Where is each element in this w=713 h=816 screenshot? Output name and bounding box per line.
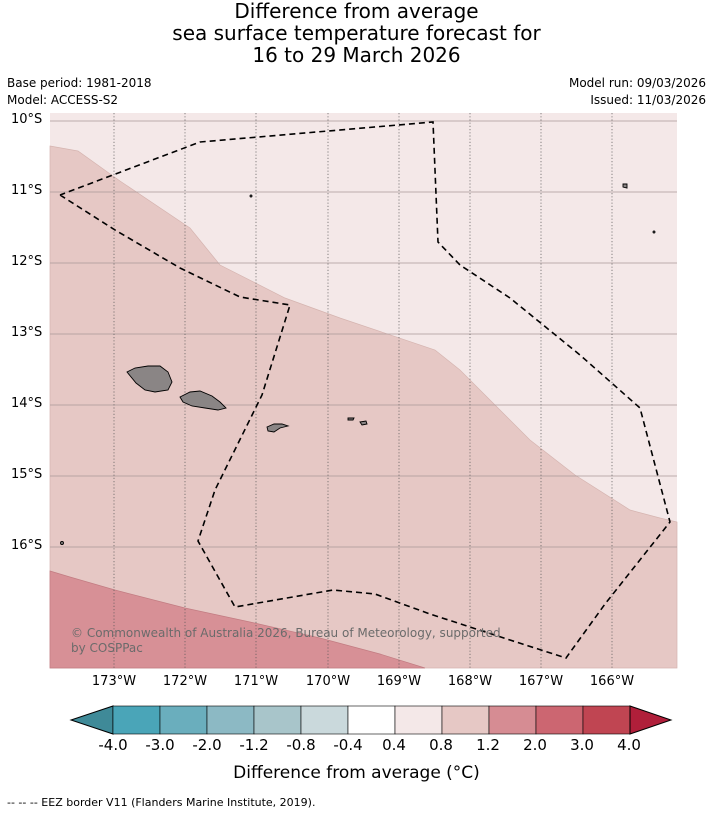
meta-right: Model run: 09/03/2026 Issued: 11/03/2026 <box>569 75 706 109</box>
colorbar-tick-label: -0.8 <box>286 736 316 754</box>
colorbar-tick-label: -2.0 <box>192 736 222 754</box>
eez-border-samoa <box>59 121 671 659</box>
island-swains <box>622 183 628 189</box>
colorbar-extend-high <box>629 705 673 735</box>
lat-label-15s: 15°S <box>11 467 43 482</box>
title-line-3: 16 to 29 March 2026 <box>252 43 461 67</box>
island-tutuila <box>266 423 290 433</box>
lat-label-12s: 12°S <box>11 254 43 269</box>
lon-label-170w: 170°W <box>305 674 351 689</box>
copyright-line-1: © Commonwealth of Australia 2026, Bureau… <box>71 626 501 640</box>
lat-label-10s: 10°S <box>11 112 43 127</box>
colorbar-segment <box>535 705 584 735</box>
islands <box>60 183 656 545</box>
colorbar-segment <box>347 705 396 735</box>
island-upolu <box>179 390 227 411</box>
island-ofu <box>347 417 355 421</box>
island-rose <box>60 541 64 545</box>
lon-label-171w: 171°W <box>233 674 279 689</box>
colorbar-segment <box>488 705 537 735</box>
copyright-notice: © Commonwealth of Australia 2026, Bureau… <box>71 626 501 656</box>
colorbar-segment <box>253 705 302 735</box>
lat-label-14s: 14°S <box>11 396 43 411</box>
island-savaii <box>126 365 173 393</box>
colorbar-tick-label: 2.0 <box>523 736 547 754</box>
island-small-1 <box>249 194 253 198</box>
colorbar-tick-label: -0.4 <box>333 736 363 754</box>
colorbar-segment <box>300 705 349 735</box>
colorbar-tick-label: 1.2 <box>476 736 500 754</box>
anomaly-band-1.2-2.0 <box>49 570 426 669</box>
colorbar-tick-label: -1.2 <box>239 736 269 754</box>
anomaly-band-0.8-1.2 <box>49 145 678 669</box>
colorbar-extend-low <box>69 705 114 735</box>
colorbar <box>69 705 673 735</box>
meta-left: Base period: 1981-2018 Model: ACCESS-S2 <box>7 75 152 109</box>
lat-label-11s: 11°S <box>11 183 43 198</box>
lon-label-173w: 173°W <box>91 674 137 689</box>
copyright-line-2: by COSPPac <box>71 641 143 655</box>
latitude-gridlines <box>50 120 677 548</box>
colorbar-tick-label: -4.0 <box>98 736 128 754</box>
colorbar-segment <box>159 705 208 735</box>
colorbar-segment <box>441 705 490 735</box>
lon-label-168w: 168°W <box>447 674 493 689</box>
lon-label-169w: 169°W <box>376 674 422 689</box>
colorbar-tick-label: 0.8 <box>429 736 453 754</box>
colorbar-tick-label: -3.0 <box>145 736 175 754</box>
chart-title: Difference from average sea surface temp… <box>0 0 713 66</box>
title-line-2: sea surface temperature forecast for <box>172 21 541 45</box>
colorbar-segment <box>394 705 443 735</box>
colorbar-segment <box>206 705 255 735</box>
model-run: Model run: 09/03/2026 <box>568 76 706 90</box>
lon-label-172w: 172°W <box>162 674 208 689</box>
colorbar-segment <box>582 705 631 735</box>
eez-legend-footer: -- -- -- EEZ border V11 (Flanders Marine… <box>7 796 316 809</box>
island-small-2 <box>652 230 656 234</box>
issued-date: Issued: 11/03/2026 <box>590 93 706 107</box>
lon-label-166w: 166°W <box>589 674 635 689</box>
lat-label-16s: 16°S <box>11 538 43 553</box>
model-name: Model: ACCESS-S2 <box>7 93 119 107</box>
lat-label-13s: 13°S <box>11 325 43 340</box>
colorbar-tick-label: 4.0 <box>617 736 641 754</box>
island-tau <box>359 420 368 426</box>
base-period: Base period: 1981-2018 <box>7 76 152 90</box>
colorbar-tick-label: 3.0 <box>570 736 594 754</box>
lon-label-167w: 167°W <box>518 674 564 689</box>
colorbar-tick-label: 0.4 <box>382 736 406 754</box>
colorbar-segment <box>112 705 161 735</box>
title-line-1: Difference from average <box>234 0 479 23</box>
colorbar-title: Difference from average (°C) <box>233 763 480 783</box>
